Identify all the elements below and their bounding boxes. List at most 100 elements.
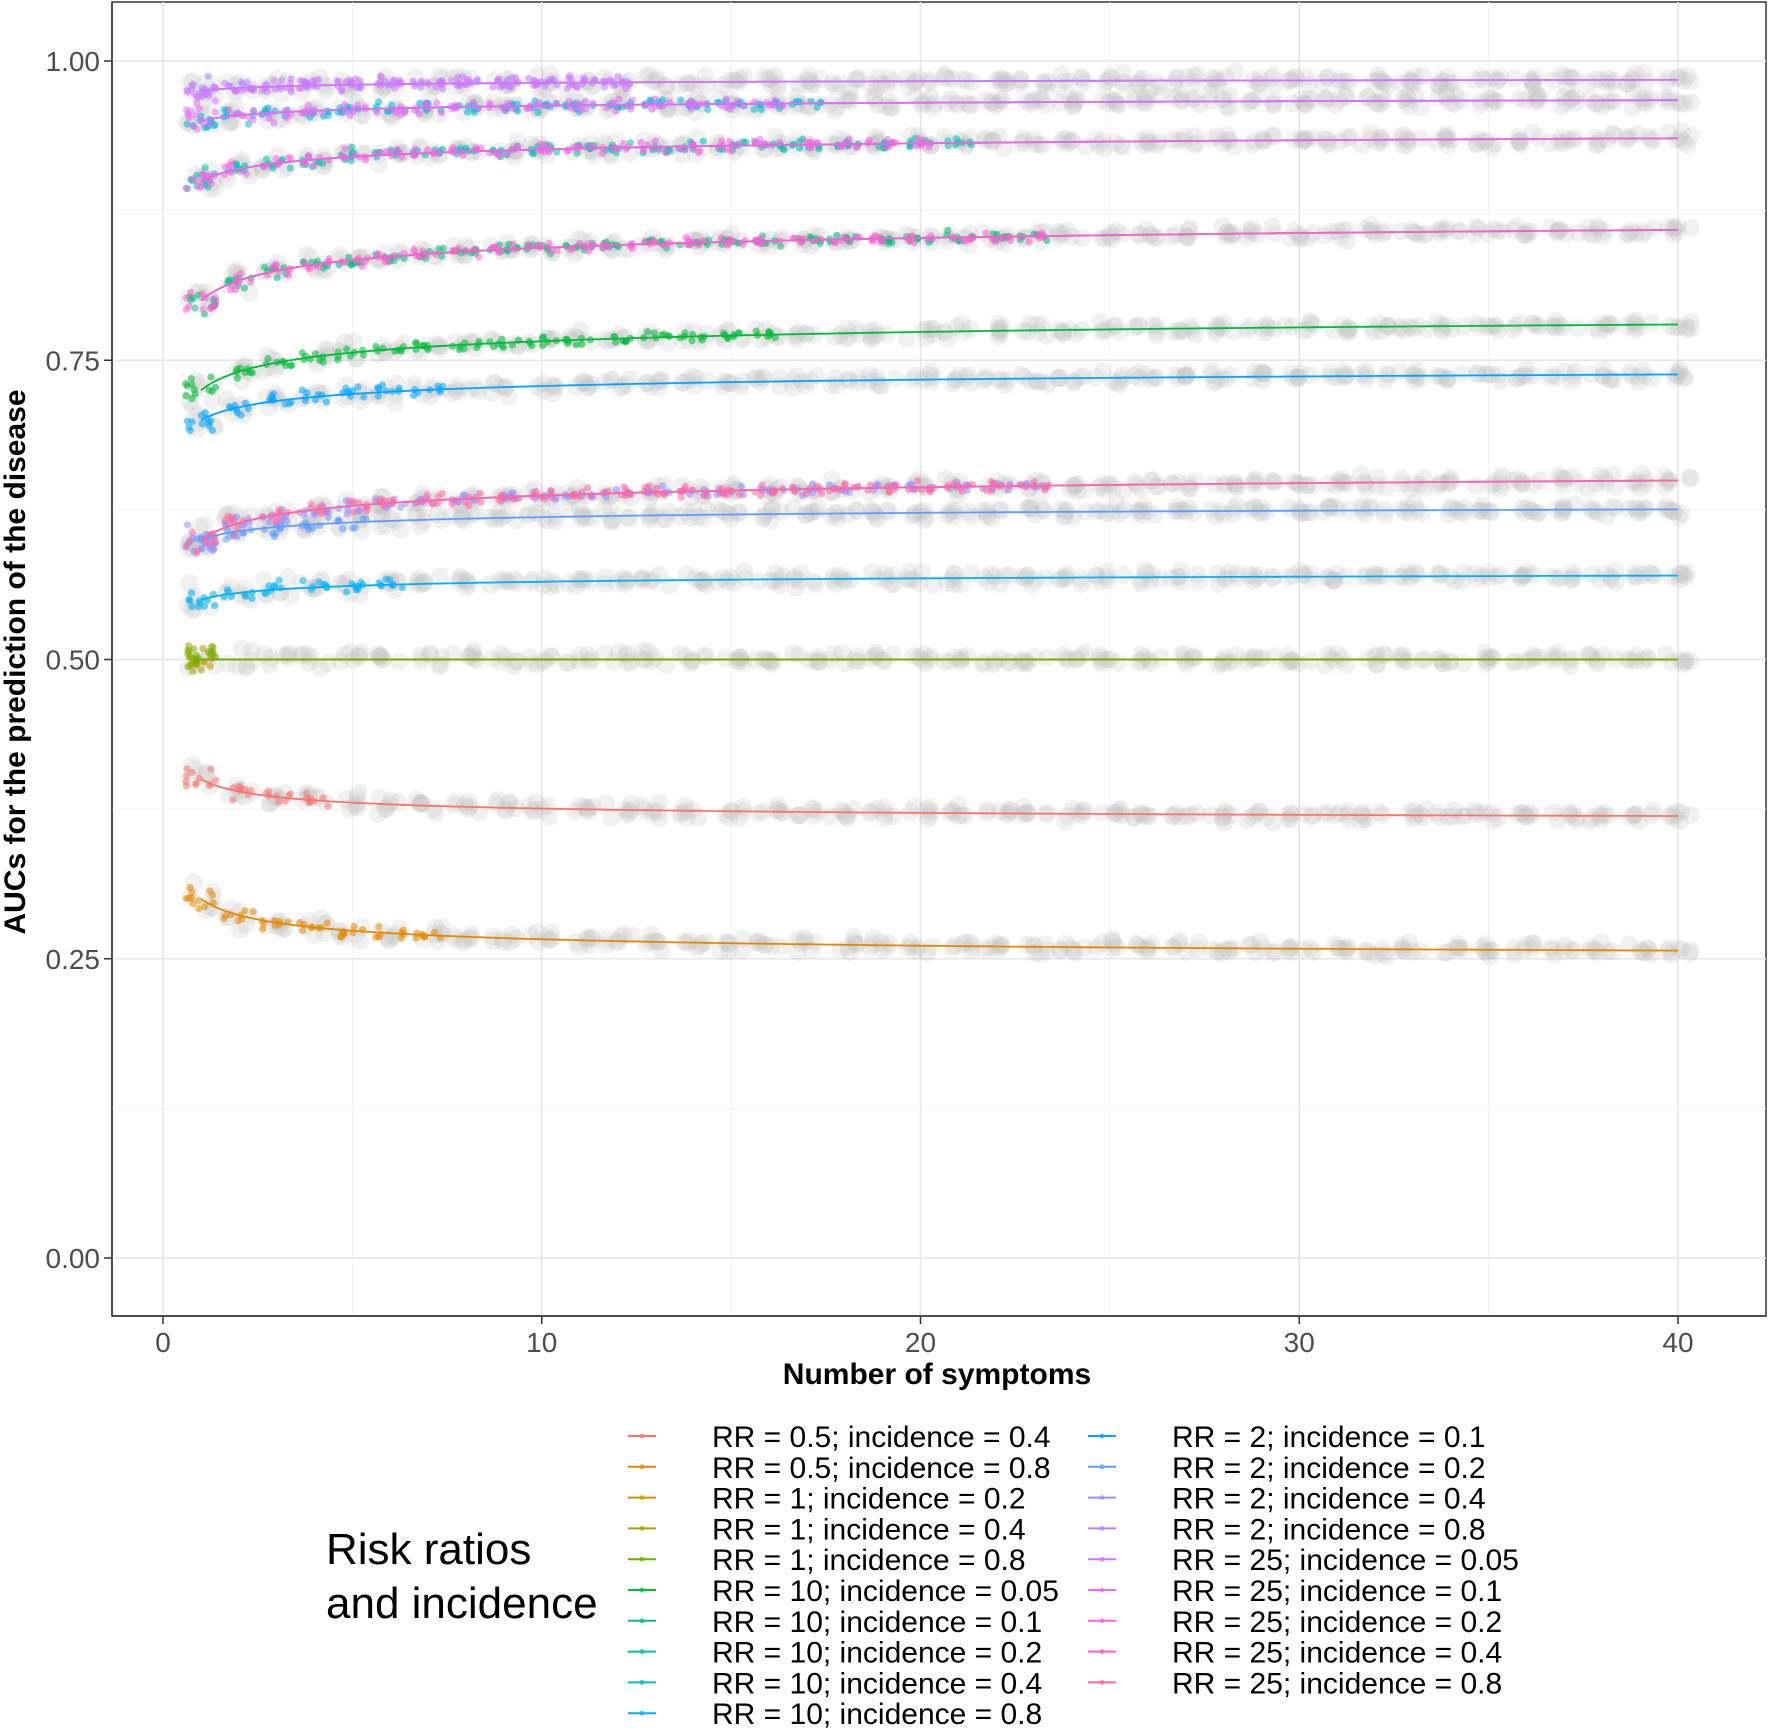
gray-point [1682, 319, 1700, 338]
gray-point [1183, 320, 1202, 339]
gray-point [1488, 809, 1507, 827]
gray-point [749, 931, 768, 950]
gray-point [1682, 806, 1701, 825]
gray-point [460, 380, 478, 399]
gray-point [1669, 508, 1688, 527]
gray-point [844, 932, 863, 951]
data-point [322, 398, 330, 406]
gray-point [1072, 806, 1091, 825]
gray-point [619, 653, 638, 672]
data-point [211, 602, 219, 610]
gray-point [542, 923, 561, 942]
gray-point [1250, 69, 1269, 88]
gray-point [713, 568, 732, 587]
gray-point [1279, 938, 1298, 957]
gray-point [219, 654, 238, 673]
gray-point [1013, 805, 1032, 824]
data-point [183, 521, 192, 529]
gray-point [1585, 128, 1604, 147]
gray-point [1406, 562, 1425, 581]
gray-point [572, 374, 591, 392]
gray-point [1445, 939, 1464, 958]
gray-point [1657, 645, 1676, 664]
gray-point [909, 938, 928, 957]
data-point [423, 341, 431, 349]
gray-point [1637, 648, 1656, 667]
data-point [676, 96, 685, 104]
data-point [338, 86, 346, 94]
gray-point [565, 802, 584, 821]
gray-point [1054, 507, 1073, 526]
gray-point [1472, 938, 1491, 957]
gray-point [1213, 809, 1232, 828]
gray-point [762, 571, 781, 590]
data-point [305, 152, 313, 160]
gray-point [1208, 942, 1227, 961]
gray-point [454, 933, 472, 952]
gray-point [344, 331, 363, 350]
gray-point [1038, 648, 1057, 667]
gray-point [351, 932, 370, 951]
gray-point [1465, 801, 1484, 820]
gray-point [1238, 228, 1257, 247]
gray-point [769, 796, 788, 814]
gray-point [1403, 942, 1422, 961]
gray-point [787, 367, 806, 386]
gray-point [370, 789, 389, 808]
data-point [182, 294, 191, 302]
gray-point [600, 511, 619, 530]
gray-point [1375, 222, 1394, 241]
gray-point [833, 643, 852, 662]
gray-point [1202, 130, 1221, 148]
gray-point [1333, 649, 1352, 668]
gray-point [1242, 135, 1261, 154]
data-point [207, 765, 215, 773]
gray-point [528, 922, 547, 941]
gray-point [495, 801, 514, 819]
gray-point [1370, 803, 1389, 822]
gray-point [785, 326, 804, 345]
data-point [372, 342, 380, 351]
data-point [275, 576, 283, 584]
gray-point [1130, 501, 1149, 520]
gray-point [1681, 652, 1700, 670]
gray-point [732, 941, 751, 960]
gray-point [1327, 564, 1346, 583]
gray-point [1250, 803, 1269, 822]
gray-point [203, 391, 222, 409]
gray-point [978, 801, 997, 819]
gray-point [504, 656, 523, 675]
gray-point [1049, 222, 1068, 241]
gray-point [1509, 805, 1528, 824]
gray-point [1438, 943, 1457, 962]
gray-point [532, 800, 551, 819]
gray-point [832, 801, 851, 819]
gray-point [1504, 221, 1523, 240]
data-point [397, 934, 405, 942]
gray-point [1075, 802, 1094, 821]
gray-point [1184, 504, 1203, 523]
gray-point [1220, 942, 1239, 960]
gray-point [1218, 126, 1237, 145]
gray-point [953, 70, 971, 89]
data-point [324, 802, 332, 810]
data-point [688, 337, 696, 345]
gray-point [1171, 807, 1190, 826]
gray-point [1480, 648, 1499, 667]
gray-point [1265, 647, 1284, 666]
gray-point [788, 806, 807, 825]
gray-point [1582, 938, 1601, 957]
gray-point [1282, 937, 1301, 956]
gray-point [909, 648, 928, 667]
data-point [249, 908, 257, 916]
gray-point [824, 644, 843, 663]
gray-point [922, 373, 940, 392]
gray-point [413, 794, 432, 813]
data-point [752, 327, 760, 335]
gray-point [940, 652, 959, 671]
data-point [205, 386, 213, 394]
data-point [206, 887, 214, 895]
gray-point [180, 574, 199, 593]
gray-point [1524, 475, 1543, 493]
